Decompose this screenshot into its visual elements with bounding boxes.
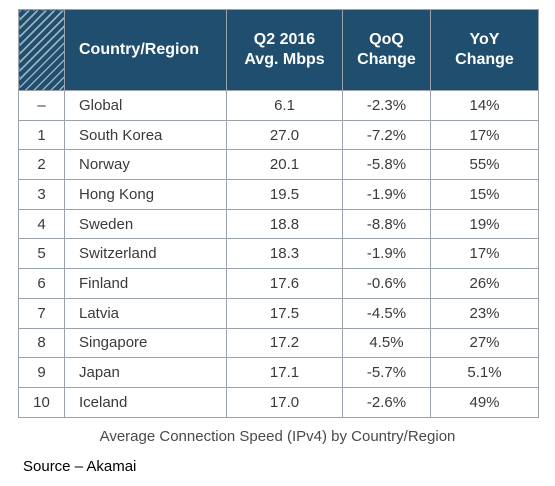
country-cell: Singapore xyxy=(64,327,227,359)
avg-mbps-cell: 17.6 xyxy=(226,268,343,299)
table-body: – Global 6.1 -2.3% 14% 1 South Korea 27.0 -7.2% 1… xyxy=(18,90,539,418)
country-cell: Hong Kong xyxy=(64,179,227,210)
table-row: 4 Sweden 18.8 -8.8% 19% xyxy=(18,208,539,240)
header-row: Country/Region Q2 2016 Avg. Mbps QoQ Cha… xyxy=(18,9,539,91)
yoy-change-cell: 17% xyxy=(430,238,539,270)
rank-cell: 3 xyxy=(18,179,65,210)
rank-cell: 6 xyxy=(18,268,65,299)
qoq-change-cell: -0.6% xyxy=(342,268,431,299)
avg-mbps-cell: 17.2 xyxy=(226,327,343,359)
header-rank-cell xyxy=(18,9,65,91)
header-qoq-line-2: Change xyxy=(357,51,416,68)
avg-mbps-cell: 20.1 xyxy=(226,149,343,181)
data-table-container: Country/Region Q2 2016 Avg. Mbps QoQ Cha… xyxy=(18,9,539,418)
rank-cell: 2 xyxy=(18,149,65,181)
header-avg-mbps-label: Q2 2016 Avg. Mbps xyxy=(244,31,324,68)
header-avg-line-1: Q2 2016 xyxy=(253,31,316,48)
header-yoy: YoY Change xyxy=(430,9,539,91)
header-yoy-line-1: YoY xyxy=(469,31,500,48)
table-row: 6 Finland 17.6 -0.6% 26% xyxy=(18,268,539,299)
rank-cell: 9 xyxy=(18,357,65,388)
table-row: 7 Latvia 17.5 -4.5% 23% xyxy=(18,297,539,329)
country-cell: Japan xyxy=(64,357,227,388)
avg-mbps-cell: 19.5 xyxy=(226,179,343,210)
table-row: 9 Japan 17.1 -5.7% 5.1% xyxy=(18,357,539,388)
yoy-change-cell: 19% xyxy=(430,208,539,240)
qoq-change-cell: -4.5% xyxy=(342,297,431,329)
yoy-change-cell: 23% xyxy=(430,297,539,329)
rank-cell: 10 xyxy=(18,386,65,418)
rank-cell: 7 xyxy=(18,297,65,329)
country-cell: South Korea xyxy=(64,119,227,151)
qoq-change-cell: -1.9% xyxy=(342,179,431,210)
yoy-change-cell: 5.1% xyxy=(430,357,539,388)
avg-mbps-cell: 27.0 xyxy=(226,119,343,151)
table-row: 3 Hong Kong 19.5 -1.9% 15% xyxy=(18,179,539,210)
yoy-change-cell: 26% xyxy=(430,268,539,299)
country-cell: Latvia xyxy=(64,297,227,329)
header-qoq-line-1: QoQ xyxy=(369,31,404,48)
avg-mbps-cell: 18.8 xyxy=(226,208,343,240)
qoq-change-cell: -8.8% xyxy=(342,208,431,240)
table-row: 1 South Korea 27.0 -7.2% 17% xyxy=(18,119,539,151)
country-cell: Iceland xyxy=(64,386,227,418)
table-row: 10 Iceland 17.0 -2.6% 49% xyxy=(18,386,539,418)
header-avg-line-2: Avg. Mbps xyxy=(244,51,325,68)
table-caption: Average Connection Speed (IPv4) by Count… xyxy=(99,428,456,445)
source-credit: Source – Akamai xyxy=(23,458,137,475)
country-cell: Global xyxy=(64,90,227,121)
yoy-change-cell: 55% xyxy=(430,149,539,181)
connection-speed-table: Country/Region Q2 2016 Avg. Mbps QoQ Cha… xyxy=(18,9,539,418)
table-row: 8 Singapore 17.2 4.5% 27% xyxy=(18,327,539,359)
avg-mbps-cell: 17.0 xyxy=(226,386,343,418)
table-row: 2 Norway 20.1 -5.8% 55% xyxy=(18,149,539,181)
header-country: Country/Region xyxy=(64,9,227,91)
country-cell: Finland xyxy=(64,268,227,299)
yoy-change-cell: 27% xyxy=(430,327,539,359)
yoy-change-cell: 15% xyxy=(430,179,539,210)
header-qoq: QoQ Change xyxy=(342,9,431,91)
header-yoy-line-2: Change xyxy=(455,51,514,68)
yoy-change-cell: 14% xyxy=(430,90,539,121)
qoq-change-cell: -1.9% xyxy=(342,238,431,270)
qoq-change-cell: 4.5% xyxy=(342,327,431,359)
country-cell: Sweden xyxy=(64,208,227,240)
avg-mbps-cell: 6.1 xyxy=(226,90,343,121)
country-cell: Norway xyxy=(64,149,227,181)
header-avg-mbps: Q2 2016 Avg. Mbps xyxy=(226,9,343,91)
qoq-change-cell: -2.6% xyxy=(342,386,431,418)
avg-mbps-cell: 17.1 xyxy=(226,357,343,388)
rank-cell: 4 xyxy=(18,208,65,240)
country-cell: Switzerland xyxy=(64,238,227,270)
qoq-change-cell: -2.3% xyxy=(342,90,431,121)
table-row: 5 Switzerland 18.3 -1.9% 17% xyxy=(18,238,539,270)
qoq-change-cell: -5.8% xyxy=(342,149,431,181)
yoy-change-cell: 49% xyxy=(430,386,539,418)
rank-cell: – xyxy=(18,90,65,121)
rank-cell: 5 xyxy=(18,238,65,270)
rank-cell: 1 xyxy=(18,119,65,151)
avg-mbps-cell: 17.5 xyxy=(226,297,343,329)
table-row: – Global 6.1 -2.3% 14% xyxy=(18,90,539,121)
qoq-change-cell: -5.7% xyxy=(342,357,431,388)
rank-cell: 8 xyxy=(18,327,65,359)
qoq-change-cell: -7.2% xyxy=(342,119,431,151)
yoy-change-cell: 17% xyxy=(430,119,539,151)
avg-mbps-cell: 18.3 xyxy=(226,238,343,270)
